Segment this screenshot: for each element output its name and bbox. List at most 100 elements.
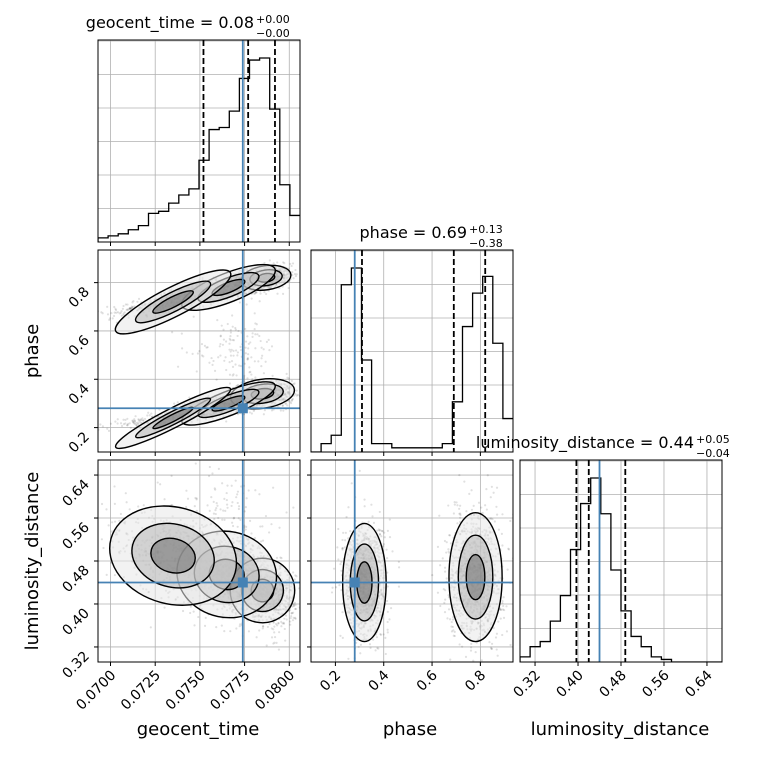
x-tick-label: 0.64: [682, 667, 715, 700]
sample-point: [294, 393, 297, 396]
sample-point: [136, 300, 139, 303]
sample-point: [106, 305, 109, 308]
sample-point: [131, 419, 135, 422]
sample-point: [131, 306, 134, 309]
sample-point: [295, 575, 298, 578]
sample-point: [130, 307, 133, 310]
sample-point: [295, 273, 298, 276]
sample-point: [229, 334, 232, 338]
panel-frame-0-1: [97, 249, 301, 453]
sample-point: [291, 619, 295, 622]
sample-point: [295, 389, 298, 392]
sample-point: [308, 380, 310, 382]
sample-point: [293, 272, 297, 276]
sample-point: [280, 620, 283, 623]
sample-point: [253, 537, 257, 540]
sample-point: [113, 305, 116, 309]
sample-point: [260, 357, 263, 360]
sample-point: [318, 379, 320, 381]
sample-point: [135, 424, 138, 427]
sample-point: [129, 307, 132, 310]
sample-point: [130, 305, 133, 308]
sample-point: [228, 348, 231, 351]
sample-point: [237, 383, 240, 387]
sample-point: [279, 409, 282, 412]
sample-point: [122, 313, 125, 316]
sample-point: [290, 615, 293, 618]
histogram-step: [98, 57, 300, 242]
sample-point: [236, 354, 239, 357]
sample-point: [272, 628, 275, 631]
sample-point: [228, 342, 231, 345]
sample-point: [173, 402, 176, 405]
sample-point: [283, 617, 286, 620]
grid-1-1: [311, 250, 513, 452]
sample-point: [239, 345, 242, 349]
sample-point: [293, 578, 296, 581]
title-plus: +0.05: [696, 433, 730, 446]
sample-point: [176, 401, 179, 404]
sample-point: [258, 629, 261, 632]
sample-point: [291, 605, 294, 608]
sample-point: [280, 557, 283, 560]
sample-point: [128, 422, 131, 425]
sample-point: [219, 335, 222, 338]
sample-point: [137, 422, 140, 425]
sample-point: [276, 261, 279, 264]
sample-point: [219, 334, 222, 337]
sample-point: [217, 356, 220, 359]
sample-point: [302, 395, 304, 397]
sample-point: [270, 636, 274, 639]
sample-point: [99, 423, 102, 426]
sample-point: [131, 419, 134, 422]
sample-point: [231, 314, 234, 317]
sample-point: [221, 343, 225, 346]
sample-point: [303, 623, 305, 625]
sample-point: [280, 625, 283, 628]
title-geocent_time: geocent_time = 0.08: [86, 13, 254, 33]
sample-point: [114, 420, 117, 423]
sample-point: [250, 412, 253, 415]
sample-point: [262, 372, 266, 375]
sample-point: [262, 348, 265, 351]
sample-point: [244, 327, 247, 331]
sample-point: [258, 334, 261, 338]
sample-point: [131, 301, 134, 304]
sample-point: [275, 641, 278, 644]
sample-point: [292, 603, 295, 606]
sample-point: [253, 312, 256, 315]
sample-point: [220, 624, 223, 627]
sample-point: [232, 339, 236, 342]
sample-point: [133, 419, 136, 422]
truth-marker: [237, 403, 248, 414]
sample-point: [213, 369, 217, 372]
sample-point: [291, 262, 295, 265]
sample-point: [260, 346, 263, 349]
sample-point: [108, 317, 111, 320]
sample-point: [232, 349, 235, 353]
sample-point: [181, 609, 185, 613]
histogram-luminosity_distance: [520, 460, 722, 662]
sample-point: [283, 627, 286, 631]
sample-point: [252, 409, 255, 413]
sample-point: [294, 274, 298, 278]
sample-point: [281, 292, 285, 296]
sample-point: [133, 420, 136, 423]
sample-point: [281, 622, 284, 625]
sample-point: [246, 358, 249, 361]
sample-point: [230, 360, 234, 363]
sample-point: [294, 603, 297, 607]
sample-point: [270, 627, 273, 630]
sample-point: [303, 389, 305, 391]
scatter-geocent_time-phase: [98, 250, 320, 452]
sample-point: [106, 313, 110, 316]
sample-point: [205, 346, 208, 349]
sample-point: [135, 423, 138, 427]
sample-point: [249, 370, 252, 373]
x-tick-label: 0.48: [596, 668, 629, 701]
x-tick-label: 0.40: [553, 668, 586, 701]
sample-point: [222, 509, 225, 512]
sample-point: [188, 396, 191, 399]
y-tick-label: 0.6: [66, 332, 93, 359]
sample-point: [126, 308, 129, 311]
